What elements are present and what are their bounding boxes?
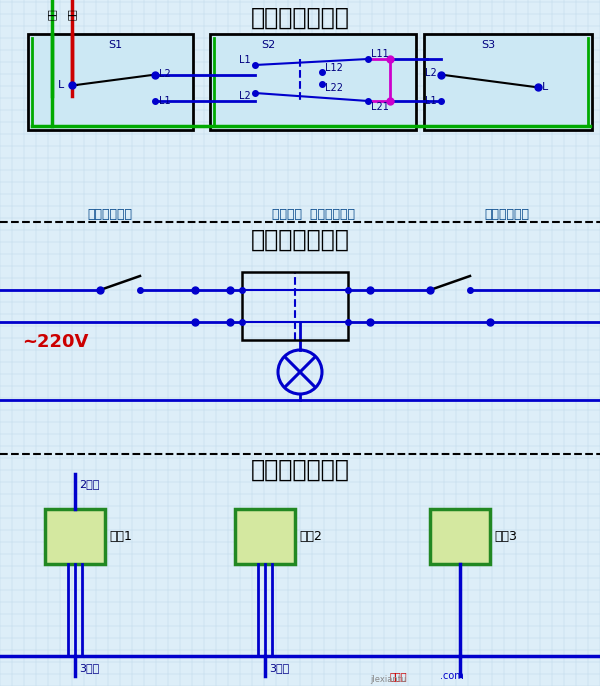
Text: 单开双控开关: 单开双控开关 bbox=[485, 207, 530, 220]
Text: L1: L1 bbox=[159, 96, 170, 106]
Text: 开关1: 开关1 bbox=[109, 530, 132, 543]
Text: L2: L2 bbox=[159, 69, 171, 79]
Text: L12: L12 bbox=[325, 63, 343, 73]
Text: S2: S2 bbox=[261, 40, 275, 50]
Text: S3: S3 bbox=[481, 40, 495, 50]
Text: 三控开关布线图: 三控开关布线图 bbox=[251, 458, 349, 482]
Text: L1: L1 bbox=[425, 96, 437, 106]
Text: 火线: 火线 bbox=[67, 8, 77, 20]
Bar bbox=[210, 34, 416, 130]
Text: 三控开关原理图: 三控开关原理图 bbox=[251, 228, 349, 252]
Text: 单开双控开关: 单开双控开关 bbox=[88, 207, 133, 220]
Text: .com: .com bbox=[440, 671, 464, 681]
Text: 3根线: 3根线 bbox=[269, 663, 289, 673]
Text: 开关2: 开关2 bbox=[299, 530, 322, 543]
Text: 相线: 相线 bbox=[47, 8, 57, 20]
Text: 2根线: 2根线 bbox=[79, 479, 100, 489]
Text: jlexiantu: jlexiantu bbox=[370, 676, 406, 685]
Text: L11: L11 bbox=[371, 49, 389, 59]
Text: L22: L22 bbox=[325, 83, 343, 93]
Text: 开关3: 开关3 bbox=[494, 530, 517, 543]
Text: ~220V: ~220V bbox=[22, 333, 88, 351]
Text: L1: L1 bbox=[239, 55, 251, 65]
Bar bbox=[28, 34, 193, 130]
Text: S1: S1 bbox=[108, 40, 122, 50]
Bar bbox=[242, 272, 348, 340]
Text: L21: L21 bbox=[371, 102, 389, 112]
Bar bbox=[424, 34, 592, 130]
Bar bbox=[235, 509, 295, 564]
Text: L: L bbox=[542, 82, 548, 92]
Text: 三控开关接线图: 三控开关接线图 bbox=[251, 6, 349, 30]
Text: 中途开关  （三控开关）: 中途开关 （三控开关） bbox=[271, 207, 355, 220]
Text: L: L bbox=[58, 80, 64, 90]
Text: 3根线: 3根线 bbox=[79, 663, 99, 673]
Bar bbox=[430, 509, 490, 564]
Text: L2: L2 bbox=[425, 68, 437, 78]
Bar bbox=[45, 509, 105, 564]
Text: 接线图: 接线图 bbox=[390, 671, 407, 681]
Text: L2: L2 bbox=[239, 91, 251, 101]
